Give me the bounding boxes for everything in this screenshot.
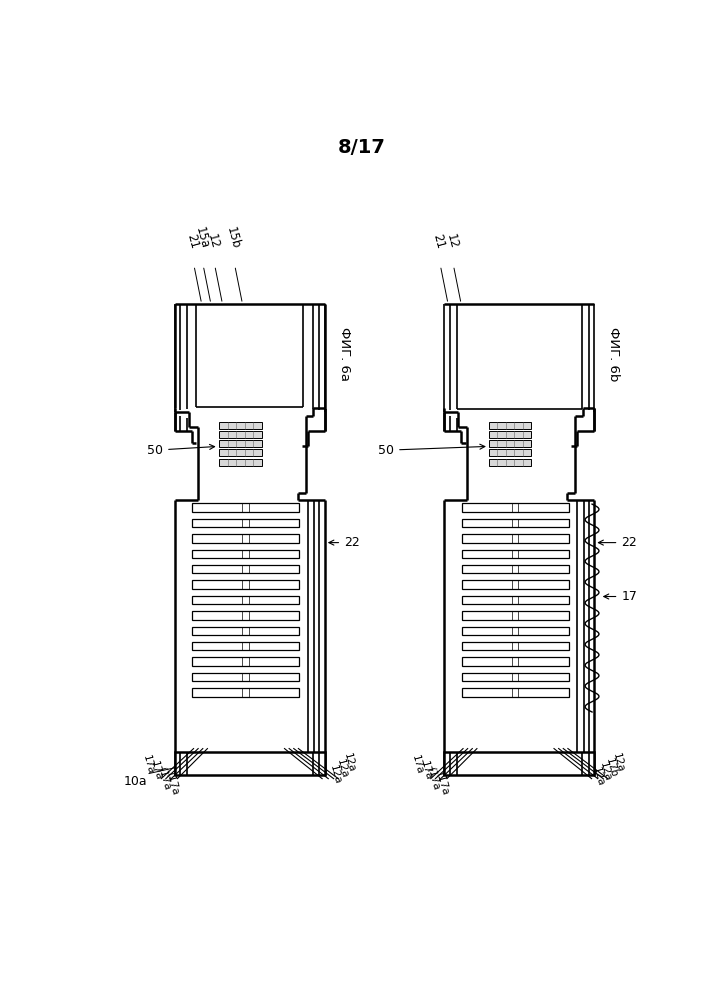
Text: 21: 21 (431, 232, 447, 250)
Text: 8/17: 8/17 (338, 138, 385, 157)
Text: 22: 22 (329, 536, 360, 549)
Text: 12a: 12a (611, 752, 626, 773)
Bar (489, 450, 531, 457)
Bar (462, 503, 569, 511)
Bar (462, 580, 569, 588)
Text: (17a: (17a (157, 765, 172, 790)
Text: (17a: (17a (426, 765, 442, 790)
Bar (193, 549, 299, 558)
Bar (462, 611, 569, 619)
Text: 12a: 12a (590, 766, 605, 787)
Text: 12: 12 (443, 232, 460, 250)
Bar (220, 450, 262, 457)
Text: 12a: 12a (342, 752, 357, 773)
Text: (17a: (17a (435, 770, 450, 796)
Text: 17a: 17a (149, 760, 164, 781)
Text: 15b: 15b (224, 225, 242, 250)
Bar (489, 422, 531, 429)
Bar (220, 431, 262, 438)
Bar (462, 657, 569, 665)
Bar (193, 642, 299, 650)
Text: 12a: 12a (597, 761, 612, 783)
Bar (462, 626, 569, 635)
Text: 17a: 17a (419, 760, 433, 781)
Bar (193, 688, 299, 696)
Text: 15a: 15a (193, 225, 211, 250)
Bar (193, 580, 299, 588)
Bar (462, 672, 569, 681)
Bar (193, 503, 299, 511)
Text: 17: 17 (604, 590, 638, 603)
Bar (193, 595, 299, 604)
Bar (462, 688, 569, 696)
Bar (462, 534, 569, 542)
Bar (462, 549, 569, 558)
Bar (489, 459, 531, 466)
Bar (444, 752, 594, 775)
Text: 12a: 12a (328, 764, 342, 786)
Text: 50: 50 (378, 444, 485, 457)
Bar (193, 565, 299, 573)
Text: 10a: 10a (124, 775, 148, 788)
Bar (193, 518, 299, 527)
Text: 50: 50 (147, 444, 215, 457)
Bar (193, 657, 299, 665)
Text: 17a: 17a (410, 754, 425, 776)
Bar (193, 672, 299, 681)
Bar (462, 595, 569, 604)
Bar (220, 422, 262, 429)
Text: ФИГ. 6b: ФИГ. 6b (607, 327, 620, 382)
Bar (462, 642, 569, 650)
Bar (220, 459, 262, 466)
Bar (193, 626, 299, 635)
Text: 17a: 17a (140, 754, 155, 776)
Bar (174, 752, 325, 775)
Bar (193, 534, 299, 542)
Bar (462, 518, 569, 527)
Text: ФИГ. 6a: ФИГ. 6a (337, 327, 351, 381)
Text: (17a: (17a (165, 770, 181, 796)
Bar (193, 611, 299, 619)
Bar (220, 441, 262, 448)
Bar (489, 431, 531, 438)
Text: 21: 21 (184, 232, 201, 250)
Bar (489, 441, 531, 448)
Bar (462, 565, 569, 573)
Text: 12a: 12a (335, 758, 349, 780)
Text: 22: 22 (599, 536, 637, 549)
Text: 12: 12 (205, 232, 222, 250)
Text: 17b: 17b (604, 756, 619, 778)
